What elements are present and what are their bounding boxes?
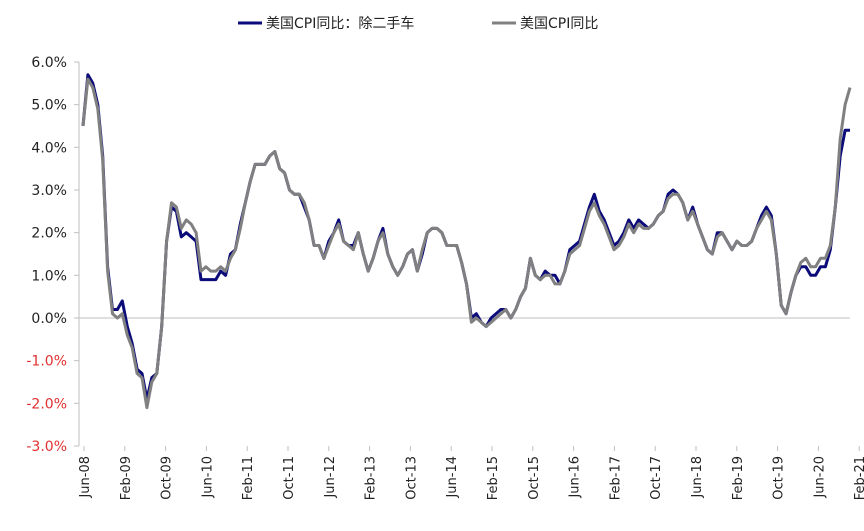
x-tick-label: Feb-19 xyxy=(731,456,746,500)
x-axis: Jun-08 Feb-09 Oct-09 Jun-10 Feb-11 Oct-11 Jun-… xyxy=(78,317,864,500)
x-tick-label: Jun-08 xyxy=(78,456,93,499)
x-tick-label: Oct-19 xyxy=(772,456,787,500)
y-tick-label: 6.0% xyxy=(31,55,67,71)
y-tick-label: 5.0% xyxy=(31,98,67,114)
y-tick-label: 4.0% xyxy=(31,140,67,156)
y-tick-label: -2.0% xyxy=(26,396,67,412)
x-tick-label: Oct-11 xyxy=(282,456,297,500)
x-tick-label: Feb-13 xyxy=(364,456,379,500)
legend: 美国CPI同比：除二手车 美国CPI同比 xyxy=(238,15,598,32)
legend-label-headline: 美国CPI同比 xyxy=(520,16,598,32)
series-line-headline xyxy=(81,77,852,410)
x-tick-label: Jun-12 xyxy=(323,456,338,499)
x-tick-label: Feb-11 xyxy=(241,456,256,500)
legend-label-core: 美国CPI同比：除二手车 xyxy=(266,15,414,32)
y-tick-label: 2.0% xyxy=(31,226,67,242)
x-tick-label: Jun-20 xyxy=(812,456,827,499)
x-tick-label: Oct-15 xyxy=(527,456,542,500)
plot-area xyxy=(81,73,852,410)
x-tick-label: Feb-17 xyxy=(608,456,623,500)
y-tick-label: -3.0% xyxy=(26,439,67,455)
x-tick-label: Feb-21 xyxy=(853,456,864,500)
x-tick-label: Feb-15 xyxy=(486,456,501,500)
x-tick-label: Jun-18 xyxy=(690,456,705,499)
y-tick-label: 1.0% xyxy=(31,268,67,284)
x-tick-label: Jun-10 xyxy=(200,456,215,499)
x-tick-label: Jun-14 xyxy=(445,456,460,499)
x-tick-label: Jun-16 xyxy=(568,456,583,499)
y-tick-label: 3.0% xyxy=(31,183,67,199)
y-tick-label: -1.0% xyxy=(26,354,67,370)
x-tick-label: Oct-13 xyxy=(404,456,419,500)
x-tick-label: Feb-09 xyxy=(119,456,134,500)
x-tick-label: Oct-09 xyxy=(160,456,175,500)
y-tick-label: 0.0% xyxy=(31,311,67,327)
x-tick-label: Oct-17 xyxy=(649,456,664,500)
y-axis: 6.0% 5.0% 4.0% 3.0% 2.0% 1.0% 0.0% -1.0% -2.0% -3… xyxy=(26,55,80,455)
